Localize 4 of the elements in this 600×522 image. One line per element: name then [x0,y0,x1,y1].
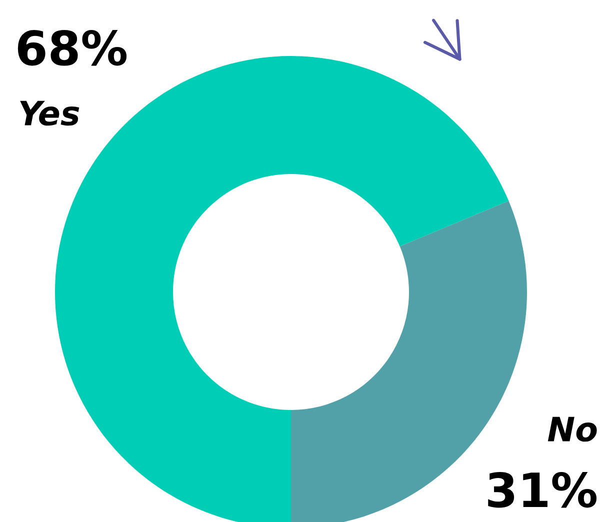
data-label: 31% [488,472,596,508]
slice-label: Yes [20,100,80,126]
slice-label: No [548,416,597,442]
data-label: 68% [18,30,127,66]
